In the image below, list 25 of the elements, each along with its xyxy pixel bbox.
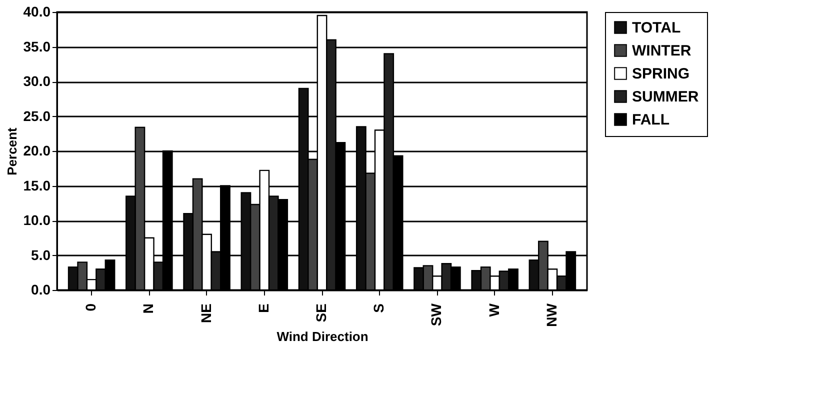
x-tick-label: N bbox=[140, 304, 156, 314]
legend-label: SUMMER bbox=[632, 88, 699, 106]
legend-label: WINTER bbox=[632, 42, 692, 60]
y-axis-title: Percent bbox=[4, 126, 20, 176]
x-tick-label: NE bbox=[198, 304, 214, 323]
x-tick-label: S bbox=[370, 304, 387, 313]
x-tick-label: E bbox=[255, 304, 272, 313]
x-tick-label: NW bbox=[543, 302, 560, 327]
y-tick-label: 15.0 bbox=[23, 177, 51, 194]
x-tick-label: SE bbox=[313, 304, 329, 322]
y-tick-label: 5.0 bbox=[31, 246, 51, 263]
y-tick-label: 40.0 bbox=[23, 4, 51, 20]
x-tick-label: W bbox=[486, 302, 502, 317]
y-tick-label: 10.0 bbox=[23, 212, 51, 228]
y-tick-label: 0.0 bbox=[31, 282, 51, 298]
y-tick-label: 20.0 bbox=[23, 142, 51, 158]
legend-label: TOTAL bbox=[632, 20, 681, 36]
x-axis-title: Wind Direction bbox=[276, 328, 368, 344]
x-tick-label: SW bbox=[428, 302, 444, 326]
legend-label: FALL bbox=[632, 112, 670, 128]
y-tick-label: 30.0 bbox=[23, 73, 51, 89]
x-tick-label: 0 bbox=[82, 303, 99, 312]
legend-label: SPRING bbox=[632, 66, 690, 82]
y-tick-label: 35.0 bbox=[23, 38, 51, 54]
y-tick-label: 25.0 bbox=[23, 108, 51, 124]
